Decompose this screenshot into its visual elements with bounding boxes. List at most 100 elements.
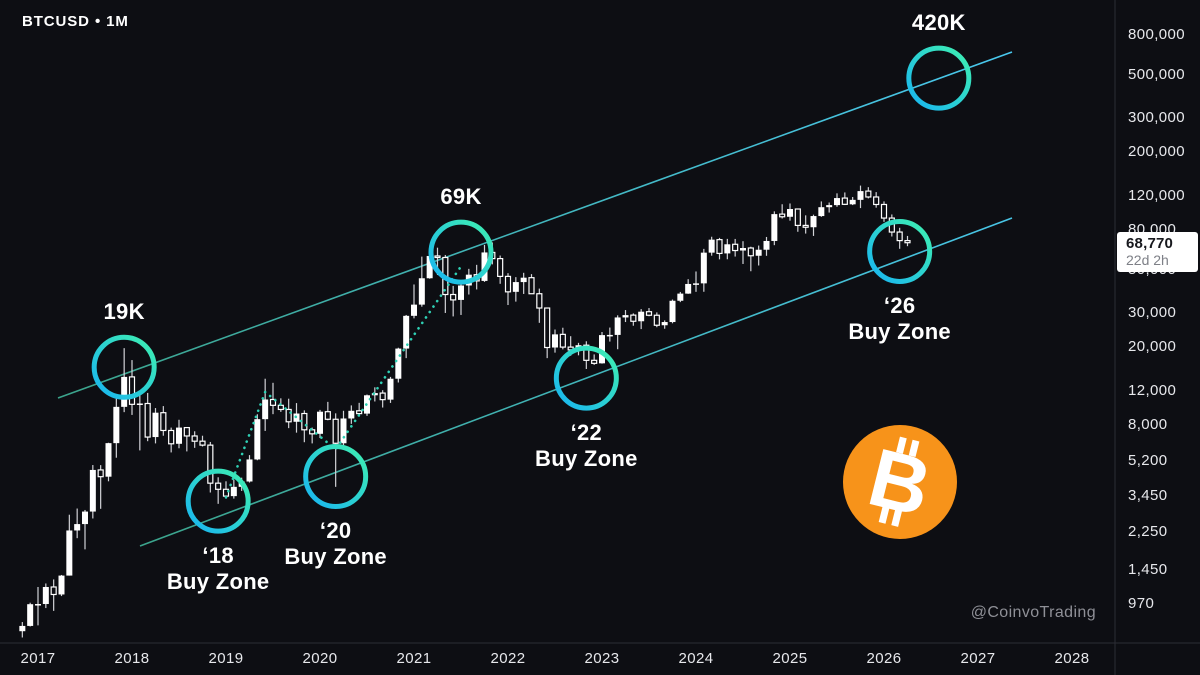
- candle-body-up: [685, 283, 692, 294]
- candle: [544, 307, 551, 359]
- candle-body-up: [395, 348, 402, 379]
- candle: [82, 509, 88, 550]
- candle: [904, 235, 911, 247]
- candle: [418, 256, 425, 307]
- candle-body-down: [434, 255, 441, 259]
- candle: [199, 435, 206, 447]
- candle-body-up: [614, 317, 621, 335]
- candle-body-up: [849, 199, 856, 205]
- candle: [379, 390, 386, 408]
- candle-body-up: [693, 283, 699, 285]
- candle-body-up: [105, 443, 112, 477]
- candle-body-up: [700, 252, 707, 284]
- candle-body-up: [606, 334, 613, 337]
- candle-body-up: [230, 486, 237, 497]
- candle: [818, 201, 825, 217]
- candle: [536, 288, 543, 323]
- candle-body-up: [89, 469, 96, 512]
- candle-body-up: [121, 376, 128, 407]
- candle: [504, 273, 512, 306]
- price-target-circle[interactable]: [428, 219, 494, 285]
- candle: [779, 204, 786, 219]
- candle-body-down: [841, 197, 848, 205]
- candle-body-up: [35, 604, 41, 606]
- candle: [716, 237, 723, 260]
- candle-body-up: [317, 411, 323, 434]
- candle-body-up: [826, 205, 833, 208]
- candle-body-up: [27, 604, 34, 626]
- candle: [387, 376, 394, 403]
- candle-body-up: [348, 410, 355, 419]
- candle-body-up: [458, 285, 464, 300]
- candle-body-down: [356, 410, 363, 415]
- candle-body-down: [277, 404, 284, 411]
- candle-body-up: [418, 278, 425, 305]
- buy-zone-circle[interactable]: [867, 218, 933, 284]
- candle-body-up: [254, 419, 261, 460]
- candle: [285, 398, 292, 429]
- candle-body-down: [779, 213, 786, 218]
- candle: [89, 465, 96, 519]
- candle-body-up: [755, 249, 762, 256]
- candle: [732, 238, 739, 257]
- candle: [27, 602, 34, 627]
- candle: [653, 312, 660, 328]
- candle: [97, 465, 104, 509]
- buy-zone-circle[interactable]: [553, 345, 619, 411]
- candle: [42, 583, 49, 609]
- channel-upper-line[interactable]: [57, 51, 1013, 399]
- buy-zone-circle[interactable]: [303, 443, 369, 509]
- candle-body-up: [552, 334, 558, 348]
- candle: [348, 405, 355, 424]
- channel-lower-line[interactable]: [139, 217, 1013, 547]
- candle: [191, 431, 198, 448]
- candle: [520, 272, 527, 294]
- current-price-badge: 68,770 22d 2h: [1117, 232, 1198, 272]
- candle-body-up: [599, 335, 605, 364]
- price-target-circle[interactable]: [91, 334, 157, 400]
- candle: [552, 329, 558, 353]
- candle: [136, 392, 143, 451]
- buy-zone-circle[interactable]: [185, 468, 251, 534]
- candle: [614, 315, 621, 350]
- candle-body-down: [285, 408, 292, 423]
- candle-body-up: [810, 216, 817, 228]
- candle-body-down: [168, 429, 175, 445]
- candle: [599, 332, 605, 364]
- candle: [183, 426, 190, 452]
- candle-body-down: [144, 402, 151, 438]
- candle-body-up: [520, 277, 527, 283]
- candle: [66, 514, 73, 576]
- candle: [606, 327, 613, 342]
- candle: [58, 574, 65, 597]
- dotted-projection-line[interactable]: [224, 265, 463, 499]
- candle-body-down: [332, 418, 339, 444]
- candle-body-down: [591, 359, 598, 364]
- candle: [450, 285, 457, 317]
- candle: [215, 477, 222, 504]
- candle: [645, 308, 653, 317]
- candle-body-up: [74, 524, 81, 531]
- candle: [841, 192, 848, 206]
- candle-body-up: [42, 586, 49, 605]
- candle: [700, 248, 707, 292]
- candle-body-down: [215, 482, 222, 490]
- candle-body-down: [544, 307, 551, 349]
- price-target-circle[interactable]: [906, 45, 972, 111]
- current-price: 68,770: [1126, 235, 1174, 252]
- candle: [269, 382, 277, 415]
- candle: [144, 392, 151, 442]
- candle-body-up: [661, 322, 668, 326]
- candle: [865, 187, 872, 199]
- candle-body-down: [128, 376, 136, 405]
- candle: [152, 408, 159, 444]
- candle: [262, 378, 269, 431]
- candle: [622, 310, 629, 323]
- candle: [74, 508, 81, 539]
- candle-body-up: [638, 311, 645, 322]
- candle-body-up: [152, 412, 159, 438]
- candle-body-down: [497, 258, 504, 277]
- candle: [708, 236, 715, 256]
- candle: [207, 441, 214, 493]
